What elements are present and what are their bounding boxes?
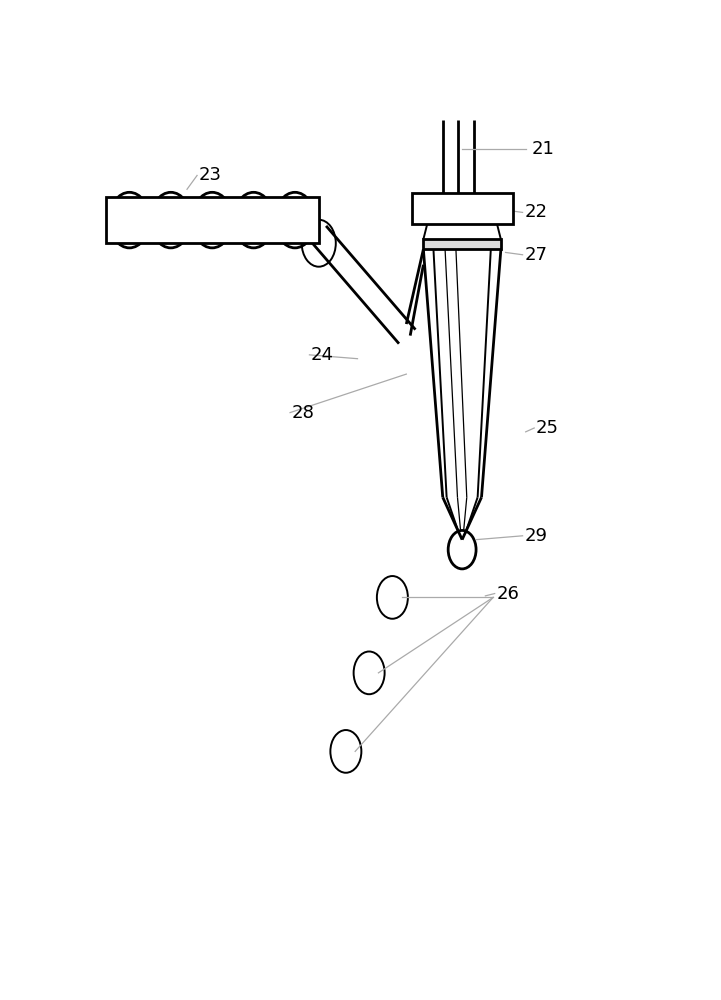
Bar [412,193,513,224]
Text: 21: 21 [532,140,554,158]
Text: 26: 26 [497,585,520,603]
Text: 22: 22 [524,203,547,221]
Text: 27: 27 [524,246,547,264]
Bar [105,197,319,243]
Bar [423,239,501,249]
Text: 23: 23 [198,166,221,184]
Text: 24: 24 [311,346,334,364]
Text: 25: 25 [536,419,559,437]
Text: 29: 29 [524,527,547,545]
Text: 28: 28 [291,404,314,422]
